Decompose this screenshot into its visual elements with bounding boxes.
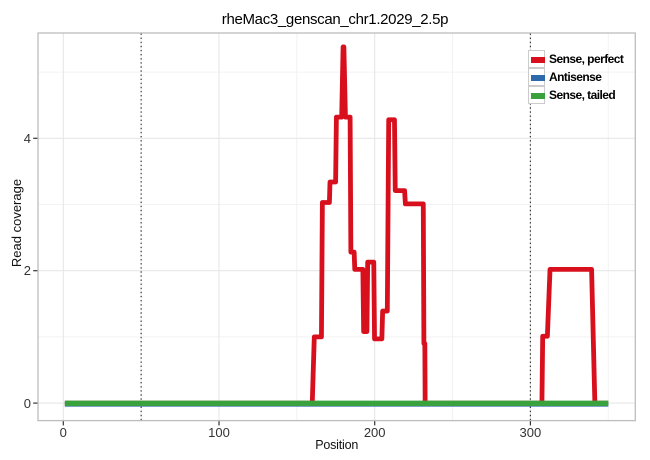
legend-label: Antisense bbox=[549, 70, 602, 84]
panel-border bbox=[37, 32, 636, 422]
legend-color-swatch bbox=[530, 74, 545, 82]
y-tick-label-4: 4 bbox=[23, 130, 31, 146]
data-series-lines bbox=[64, 44, 609, 407]
x-tick-label-200: 200 bbox=[363, 425, 386, 440]
y-tick-label-0: 0 bbox=[23, 395, 31, 411]
y-axis-title: Read coverage bbox=[9, 179, 24, 268]
axis-tick-marks bbox=[33, 137, 532, 426]
x-axis-title: Position bbox=[315, 438, 359, 453]
dotted-vline-annotations bbox=[140, 33, 532, 421]
legend-key-box bbox=[528, 50, 545, 68]
legend-key-box bbox=[528, 68, 545, 86]
legend-label: Sense, perfect bbox=[549, 52, 624, 66]
x-tick-label-300: 300 bbox=[519, 425, 542, 440]
panel-gridlines bbox=[38, 33, 636, 421]
x-tick-label-0: 0 bbox=[59, 425, 67, 440]
legend-key-box bbox=[528, 86, 545, 104]
x-tick-label-100: 100 bbox=[208, 425, 230, 440]
y-tick-label-2: 2 bbox=[23, 263, 31, 279]
chart-title: rheMac3_genscan_chr1.2029_2.5p bbox=[221, 10, 449, 28]
legend-label: Sense, tailed bbox=[549, 88, 616, 102]
legend-color-swatch bbox=[530, 92, 545, 100]
series-line-sense-perfect bbox=[64, 44, 609, 406]
legend-color-swatch bbox=[530, 56, 545, 64]
